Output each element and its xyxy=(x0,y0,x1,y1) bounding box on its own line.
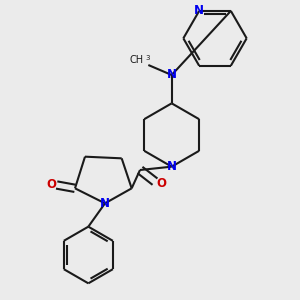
Text: O: O xyxy=(47,178,57,191)
Text: O: O xyxy=(156,177,166,190)
Text: N: N xyxy=(167,160,177,173)
Text: N: N xyxy=(100,197,110,210)
Text: 3: 3 xyxy=(145,55,149,61)
Text: N: N xyxy=(194,4,204,17)
Text: CH: CH xyxy=(129,55,143,65)
Text: N: N xyxy=(167,68,177,82)
